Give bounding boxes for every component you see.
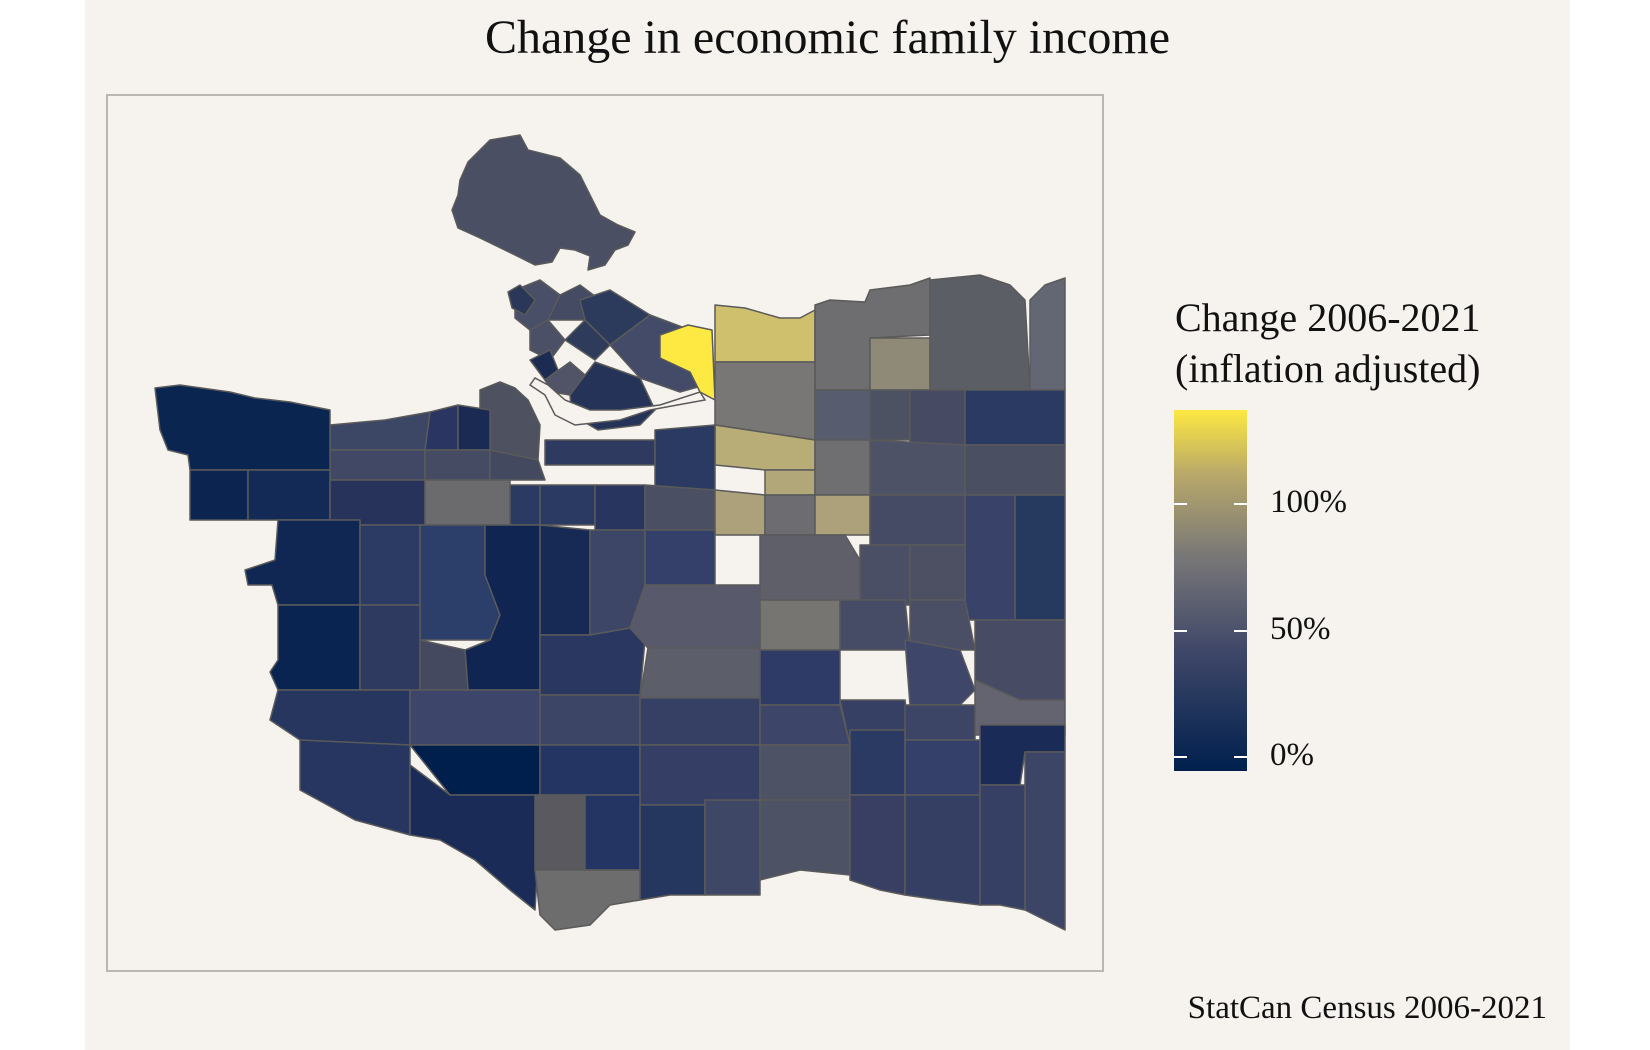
region-kensington-b <box>964 444 1066 496</box>
region-southlands-d <box>409 764 541 911</box>
region-marpole-h <box>584 794 641 871</box>
region-southlands-a <box>269 689 411 746</box>
region-riley-park-a <box>644 484 716 531</box>
region-fairview-c <box>654 424 716 491</box>
region-victoria-c <box>1014 494 1066 621</box>
region-oakridge-a <box>539 627 646 696</box>
region-grandview-b <box>814 389 871 441</box>
region-arbutus-b <box>539 484 596 526</box>
legend-tick-0 <box>1174 756 1187 758</box>
legend-tick-0-right <box>1234 756 1247 758</box>
legend-color-bar <box>1174 410 1247 771</box>
region-riley-park-d <box>814 494 871 536</box>
region-victoria-south <box>904 794 981 906</box>
region-kerrisdale-a <box>269 604 361 691</box>
legend-title-line2: (inflation adjusted) <box>1175 346 1481 391</box>
region-mount-pleasant-b <box>764 469 816 496</box>
region-marpole-j <box>639 804 706 901</box>
region-cambie-c <box>644 529 716 586</box>
region-marpole-f <box>639 744 761 806</box>
region-marpole-i <box>534 869 641 931</box>
region-west-end-b <box>507 284 536 316</box>
region-sunset-a <box>859 544 911 606</box>
region-fraserview-a <box>759 704 851 746</box>
region-downtown-a <box>529 319 566 361</box>
region-victoria-a <box>869 494 966 546</box>
region-sunset-b <box>909 544 966 601</box>
region-oakridge-c <box>639 647 761 699</box>
region-renfrew-a <box>909 389 966 446</box>
region-sunset-south-c <box>849 794 906 896</box>
region-dunbar-a <box>329 479 426 526</box>
region-marpole-b <box>539 694 641 746</box>
region-point-grey-a <box>154 384 331 471</box>
legend-tick-100-right <box>1234 503 1247 505</box>
map-frame <box>106 94 1104 972</box>
region-dunbar-d <box>359 524 421 606</box>
region-hastings-north-a <box>714 304 816 363</box>
region-marpole-e <box>539 744 641 796</box>
region-dunbar-b <box>424 479 511 526</box>
legend-tick-50 <box>1174 630 1187 632</box>
region-kerrisdale-c <box>419 639 469 691</box>
region-killarney-e <box>1024 751 1066 931</box>
region-marpole-g <box>534 794 586 871</box>
region-kitsilano-e <box>424 449 491 481</box>
region-riley-park-e <box>759 534 861 601</box>
region-kensington-a <box>869 439 966 496</box>
region-southlands-b <box>299 739 411 836</box>
region-hastings-north-e <box>1029 277 1066 391</box>
region-dunbar-c <box>244 519 361 606</box>
region-killarney-b <box>904 639 976 706</box>
region-cambie-a <box>539 524 591 636</box>
region-sunset-south-b <box>759 799 851 881</box>
legend-title: Change 2006-2021 (inflation adjusted) <box>1175 292 1481 394</box>
region-kitsilano-a <box>329 411 431 451</box>
false-creek-water <box>528 377 707 426</box>
region-kitsilano-d <box>329 449 426 481</box>
region-victoria-fraserview-c <box>904 739 981 796</box>
region-victoria-fraserview-b <box>849 729 906 796</box>
legend-label-0: 0% <box>1270 737 1314 773</box>
region-hastings-north-d <box>929 274 1031 391</box>
region-point-grey-b <box>189 469 249 521</box>
region-oakridge-b <box>629 584 761 649</box>
region-victoria-b <box>964 494 1016 621</box>
region-arbutus-c <box>594 484 646 531</box>
region-killarney-f <box>979 784 1026 911</box>
source-caption: StatCan Census 2006-2021 <box>1187 990 1547 1026</box>
map-title: Change in economic family income <box>484 11 1171 64</box>
region-point-grey-c <box>247 469 331 521</box>
region-mount-pleasant-c <box>814 439 871 496</box>
region-fairview-a <box>489 449 546 481</box>
region-stanley-park <box>451 134 636 271</box>
region-riley-park-b <box>714 489 766 536</box>
legend-tick-50-right <box>1234 630 1247 632</box>
region-victoria-fraserview-a <box>759 744 851 801</box>
legend-tick-100 <box>1174 503 1187 505</box>
region-hastings-north-c <box>869 337 931 391</box>
region-marpole-c <box>759 649 841 706</box>
region-fraserview-c <box>904 704 976 741</box>
region-fairview-b <box>544 439 656 466</box>
legend-title-line1: Change 2006-2021 <box>1175 295 1481 340</box>
region-marpole-a <box>409 689 541 746</box>
legend-label-100: 100% <box>1270 484 1347 520</box>
region-kerrisdale-b <box>359 604 421 691</box>
region-marpole-d <box>639 697 761 746</box>
region-grandview-c <box>869 389 911 441</box>
region-arbutus-a <box>509 484 541 526</box>
region-kitsilano-c <box>457 404 491 451</box>
region-renfrew-b <box>964 389 1066 446</box>
region-sunset-e <box>839 599 911 651</box>
region-kitsilano-b <box>424 404 459 451</box>
region-strathcona <box>659 324 716 401</box>
region-riley-park-c <box>764 494 816 536</box>
region-sunset-south-a <box>704 799 761 896</box>
region-sunset-d <box>759 599 841 651</box>
legend-label-50: 50% <box>1270 611 1331 647</box>
